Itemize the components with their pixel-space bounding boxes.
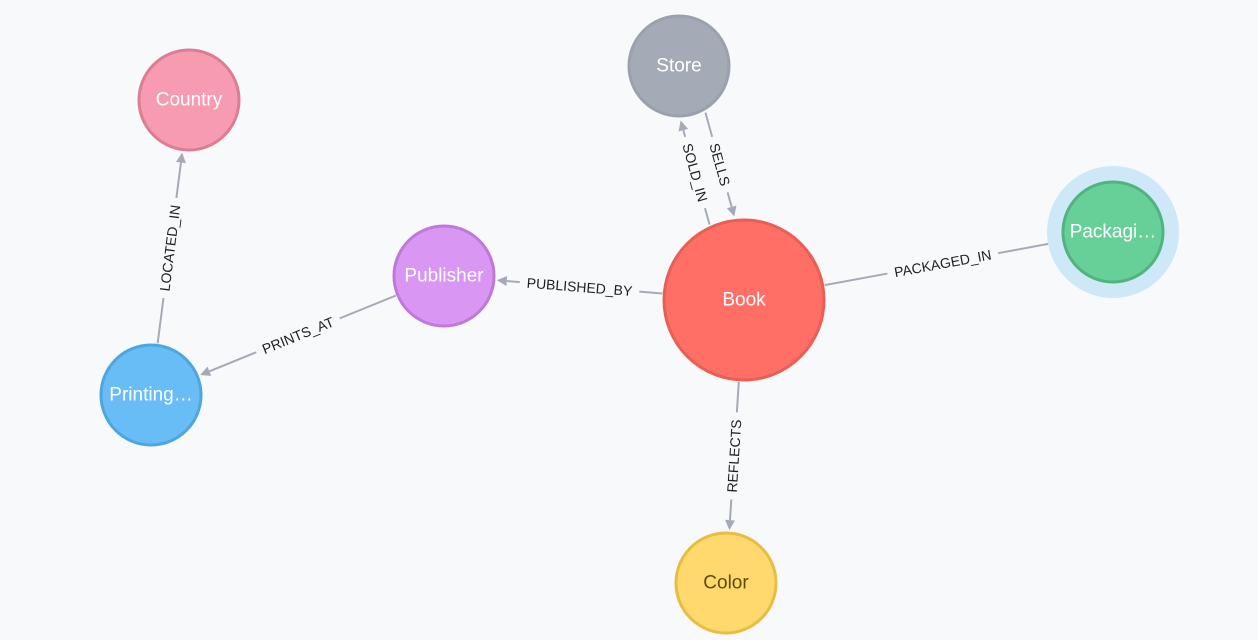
relationship-label: SELLS <box>706 141 733 187</box>
node-label: Book <box>722 290 766 311</box>
node-publisher[interactable]: Publisher <box>392 224 496 328</box>
relationship-sells[interactable]: SELLS <box>704 112 737 217</box>
relationship-line <box>704 207 711 225</box>
relationship-label: LOCATED_IN <box>156 204 183 292</box>
relationship-line <box>339 294 397 320</box>
node-country[interactable]: Country <box>137 48 241 152</box>
arrow-head-icon <box>496 276 508 287</box>
relationship-packaged-in[interactable]: PACKAGED_IN <box>824 238 1061 287</box>
relationship-line <box>824 272 888 287</box>
relationship-line <box>208 351 257 373</box>
relationship-label: PRINTS_AT <box>260 313 337 357</box>
relationship-label: PUBLISHED_BY <box>526 275 633 299</box>
relationship-line <box>997 242 1052 255</box>
node-printing[interactable]: Printing… <box>99 343 203 447</box>
arrow-head-icon <box>678 120 689 132</box>
relationship-reflects[interactable]: REFLECTS <box>724 381 745 531</box>
relationship-line <box>175 162 182 199</box>
node-store[interactable]: Store <box>627 14 731 118</box>
node-circle[interactable] <box>627 14 731 118</box>
node-circle[interactable] <box>1061 180 1165 284</box>
relationship-prints-at[interactable]: PRINTS_AT <box>200 294 397 376</box>
relationship-line <box>704 112 714 138</box>
node-label: Country <box>156 90 223 111</box>
relationship-line <box>735 381 740 413</box>
node-packaging[interactable]: Packagi… <box>1047 166 1179 298</box>
arrow-head-icon <box>725 519 735 531</box>
node-color[interactable]: Color <box>674 531 778 635</box>
relationship-sold-in[interactable]: SOLD_IN <box>678 120 711 225</box>
node-label: Publisher <box>404 266 484 287</box>
relationship-line <box>639 290 663 295</box>
node-circle[interactable] <box>137 48 241 152</box>
relationship-label: PACKAGED_IN <box>893 247 993 281</box>
relationship-published-by[interactable]: PUBLISHED_BY <box>496 275 663 299</box>
node-label: Packagi… <box>1070 222 1157 243</box>
relationship-line <box>682 129 687 138</box>
node-circle[interactable] <box>674 531 778 635</box>
node-label: Store <box>656 56 701 77</box>
node-circle[interactable] <box>99 343 203 447</box>
node-label: Color <box>703 573 749 594</box>
node-circle[interactable] <box>392 224 496 328</box>
nodes-layer: Store Country Publisher Book Packagi… Printin… <box>99 14 1179 635</box>
relationship-line <box>156 297 165 344</box>
relationship-line <box>729 499 733 521</box>
node-label: Printing… <box>109 385 192 406</box>
relationship-line <box>726 192 733 208</box>
relationship-line <box>506 280 520 284</box>
node-circle[interactable] <box>662 218 826 382</box>
relationship-label: REFLECTS <box>724 419 745 493</box>
node-book[interactable]: Book <box>662 218 826 382</box>
arrow-head-icon <box>200 366 212 376</box>
arrow-head-icon <box>726 205 737 217</box>
relationship-located-in[interactable]: LOCATED_IN <box>156 152 186 344</box>
relationship-label: SOLD_IN <box>679 141 710 203</box>
arrow-head-icon <box>175 152 186 164</box>
